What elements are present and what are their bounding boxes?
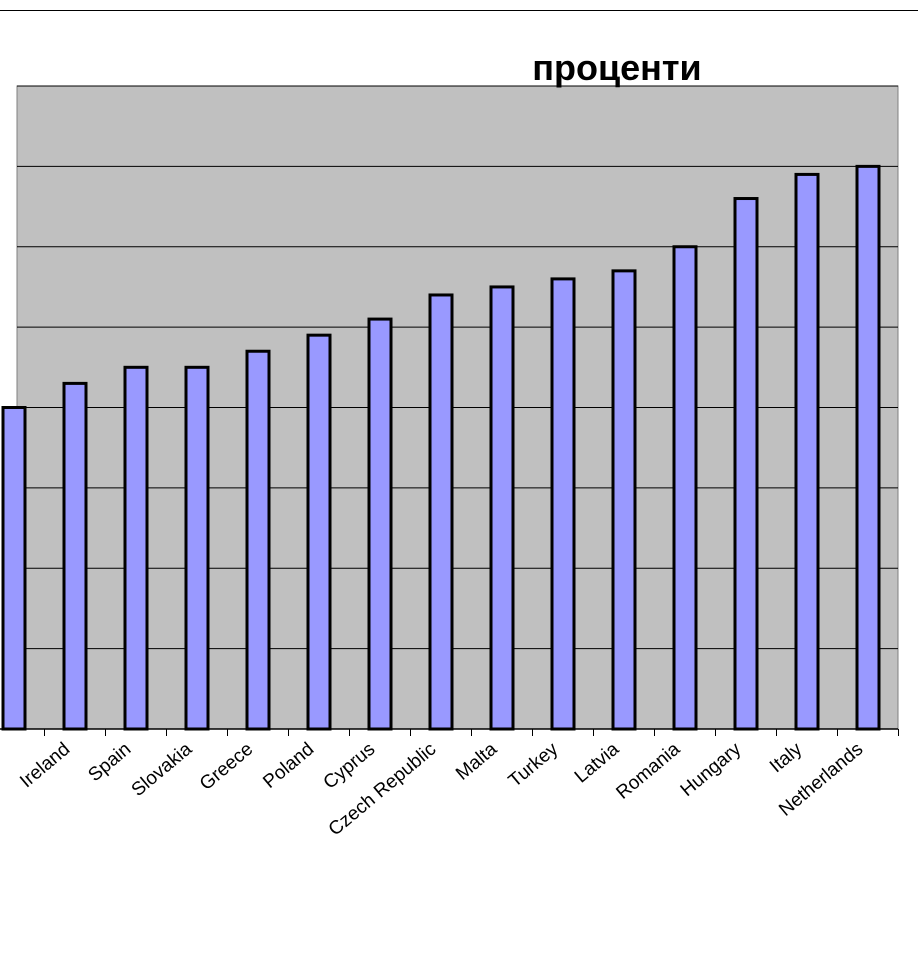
bar: [428, 293, 454, 731]
bar: [733, 197, 759, 731]
x-tick-label: Ireland: [16, 739, 74, 792]
bar: [489, 285, 515, 731]
x-tick-label: Turkey: [505, 738, 563, 791]
x-tick-label: Italy: [766, 738, 807, 777]
bar: [672, 245, 698, 731]
bar: [306, 333, 332, 731]
x-tick-label: Hungary: [677, 738, 746, 801]
bar: [367, 317, 393, 731]
x-tick-label: Latvia: [571, 738, 624, 787]
x-tick-label: Poland: [259, 739, 318, 793]
x-tick-label: Greece: [196, 739, 257, 795]
x-tick-label: Spain: [84, 739, 135, 786]
bar: [855, 164, 881, 731]
bar: [123, 365, 149, 731]
x-tick-label: Romania: [612, 738, 684, 803]
bar: [245, 349, 271, 731]
bar: [794, 172, 820, 731]
bar: [184, 365, 210, 731]
bar: [550, 277, 576, 731]
x-tick-label: Czech Republic: [325, 739, 440, 841]
bar: [62, 381, 88, 731]
bar: [611, 269, 637, 731]
x-tick-label: Malta: [452, 738, 501, 784]
bar: [1, 406, 27, 731]
x-tick-label: Slovakia: [128, 738, 197, 801]
chart-title: проценти: [532, 47, 701, 88]
